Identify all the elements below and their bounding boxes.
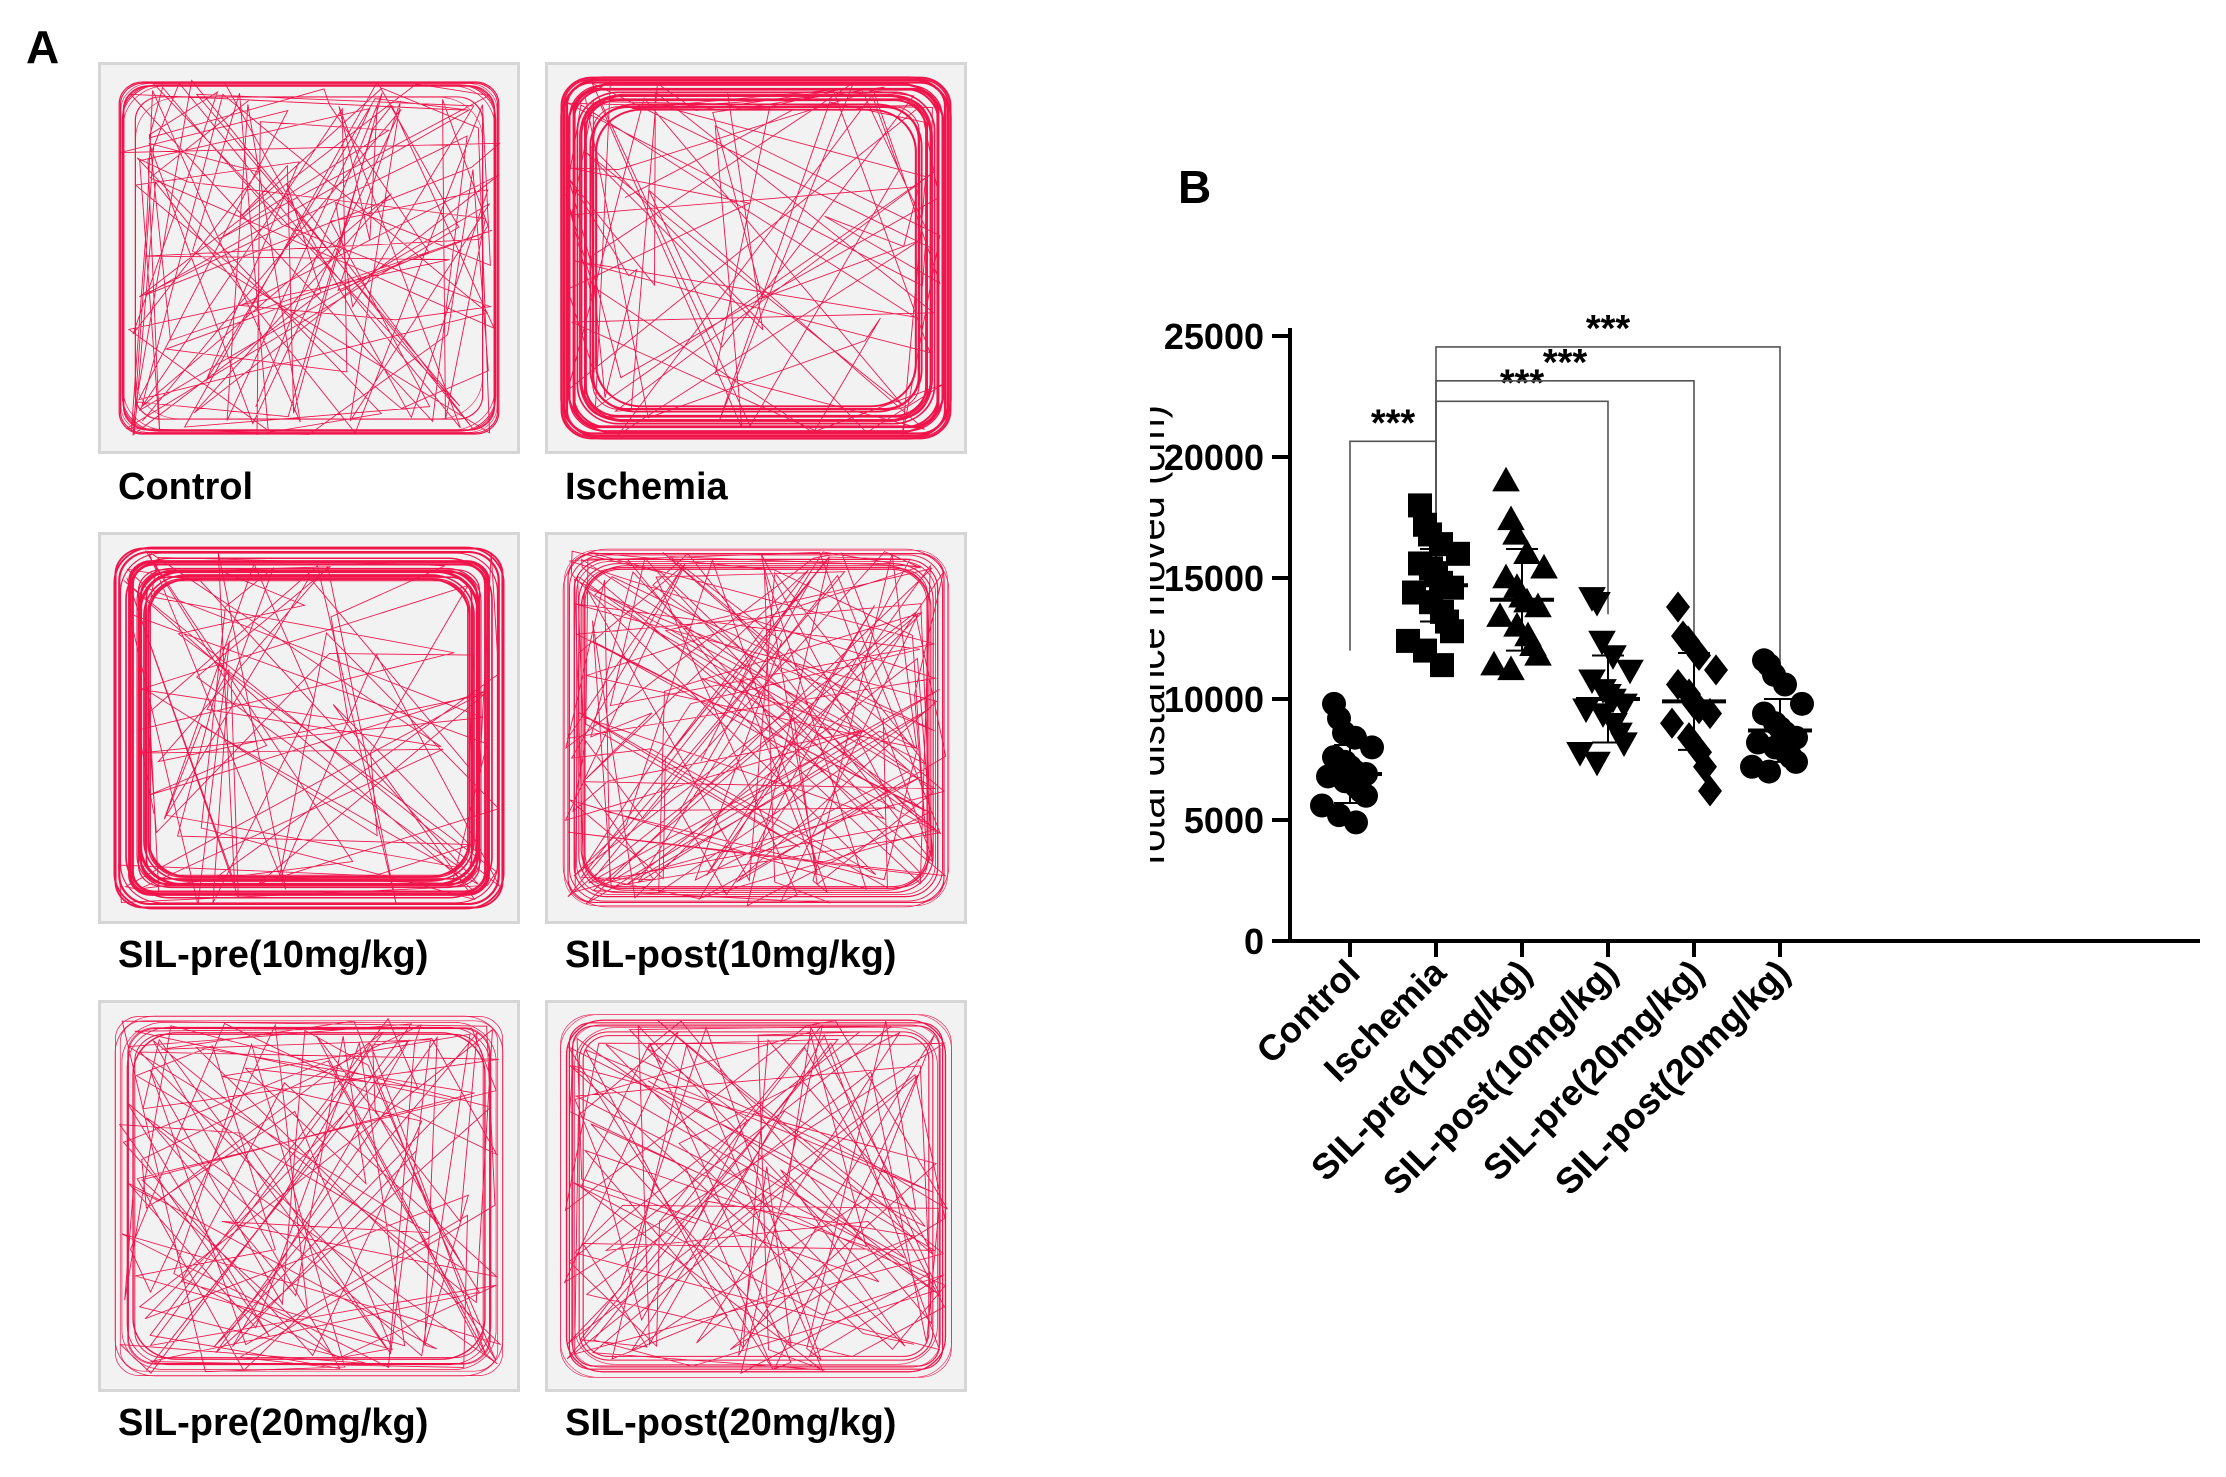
data-point xyxy=(1599,645,1627,670)
data-point xyxy=(1676,625,1700,657)
data-point xyxy=(1757,759,1781,784)
data-point xyxy=(1773,672,1797,697)
track-label-sil-post-20: SIL-post(20mg/kg) xyxy=(565,1402,897,1444)
track-label-control: Control xyxy=(118,466,254,508)
y-tick-label: 25000 xyxy=(1164,316,1264,357)
track-plot-sil-pre-10 xyxy=(98,532,520,924)
data-point xyxy=(1354,783,1378,808)
data-point xyxy=(1430,653,1454,678)
significance-bracket xyxy=(1435,379,1695,641)
data-point xyxy=(1360,735,1384,760)
data-point xyxy=(1687,639,1711,672)
data-point xyxy=(1530,553,1558,579)
track-plot-sil-post-20 xyxy=(545,1000,967,1392)
track-label-ischemia: Ischemia xyxy=(565,466,728,508)
data-point xyxy=(1610,732,1638,757)
data-point xyxy=(1524,641,1552,666)
data-point xyxy=(1588,630,1616,656)
data-point xyxy=(1677,722,1701,754)
data-point xyxy=(1513,539,1541,564)
data-point xyxy=(1566,742,1594,767)
panel-b-letter: B xyxy=(1178,161,1212,213)
data-point xyxy=(1440,575,1464,600)
y-tick-label: 10000 xyxy=(1164,679,1264,720)
data-point xyxy=(1616,659,1644,685)
data-point xyxy=(1486,602,1514,627)
data-point xyxy=(1790,691,1814,716)
data-point xyxy=(1704,654,1728,686)
track-label-sil-pre-10: SIL-pre(10mg/kg) xyxy=(118,934,429,976)
track-plot-control xyxy=(98,62,520,454)
data-point xyxy=(1687,693,1711,725)
data-point xyxy=(1583,751,1611,777)
data-point xyxy=(1660,707,1684,739)
data-point xyxy=(1693,751,1717,783)
track-label-sil-post-10: SIL-post(10mg/kg) xyxy=(565,934,897,976)
scatter-chart: 0 5000 10000 15000 20000 25000 Total distance … xyxy=(1150,308,2200,1203)
data-point xyxy=(1698,775,1722,807)
data-point xyxy=(1492,466,1520,492)
data-point xyxy=(1698,697,1722,730)
significance-label: *** xyxy=(1500,362,1545,404)
y-axis-title: Total distance moved (cm) xyxy=(1150,405,1173,872)
significance-label: *** xyxy=(1543,342,1588,384)
track-label-sil-pre-20: SIL-pre(20mg/kg) xyxy=(118,1402,429,1444)
data-point xyxy=(1677,678,1701,710)
significance-label: *** xyxy=(1586,308,1631,350)
track-plot-sil-post-10 xyxy=(545,532,967,924)
data-point xyxy=(1446,541,1470,566)
track-plot-ischemia xyxy=(545,62,967,454)
significance-label: *** xyxy=(1371,402,1416,444)
data-point xyxy=(1583,592,1611,617)
data-point xyxy=(1497,655,1525,681)
panel-a-letter: A xyxy=(26,21,60,73)
data-point xyxy=(1497,505,1525,531)
data-point xyxy=(1502,520,1530,545)
data-point xyxy=(1440,619,1464,644)
y-tick-label: 15000 xyxy=(1164,558,1264,599)
significance-bracket xyxy=(1435,346,1781,675)
track-plot-sil-pre-20 xyxy=(98,1000,520,1392)
y-tick-label: 5000 xyxy=(1184,800,1264,841)
data-point xyxy=(1344,810,1368,835)
y-tick-label: 0 xyxy=(1244,921,1264,962)
data-point xyxy=(1524,592,1552,618)
data-point xyxy=(1480,650,1508,676)
data-point xyxy=(1666,591,1690,623)
y-tick-label: 20000 xyxy=(1164,437,1264,478)
